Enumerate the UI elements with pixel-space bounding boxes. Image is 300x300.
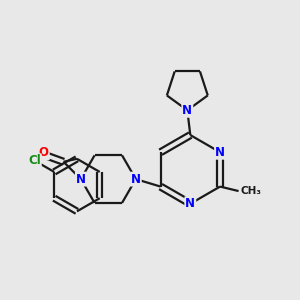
Text: O: O xyxy=(39,146,49,159)
Text: N: N xyxy=(185,197,195,210)
Text: CH₃: CH₃ xyxy=(241,186,262,196)
Text: N: N xyxy=(76,172,86,186)
Text: N: N xyxy=(215,146,225,159)
Text: Cl: Cl xyxy=(28,154,41,167)
Text: N: N xyxy=(131,172,141,186)
Text: N: N xyxy=(182,104,192,117)
